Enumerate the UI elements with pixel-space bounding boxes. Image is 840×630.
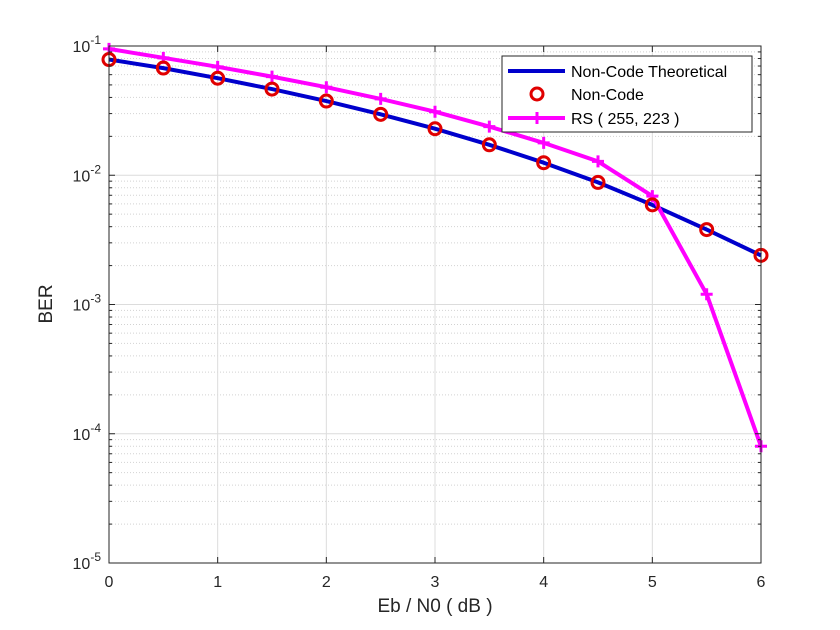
plus-marker xyxy=(537,136,550,149)
circle-marker xyxy=(373,106,389,122)
legend: Non-Code Theoretical Non-Code RS ( 255, … xyxy=(501,55,753,133)
plus-marker xyxy=(700,288,713,301)
x-tick-label: 5 xyxy=(648,574,657,591)
y-tick-label: 10-2 xyxy=(73,162,102,185)
circle-marker xyxy=(264,81,280,97)
plus-marker xyxy=(483,120,496,133)
circle-marker xyxy=(155,60,171,76)
circle-marker xyxy=(590,174,606,190)
legend-label-noncode: Non-Code xyxy=(571,87,644,104)
x-tick-label: 4 xyxy=(539,574,548,591)
circle-marker xyxy=(210,70,226,86)
plus-marker xyxy=(374,92,387,105)
y-tick-label: 10-3 xyxy=(73,292,102,315)
legend-marker-noncode xyxy=(529,86,545,102)
x-tick-label: 0 xyxy=(105,574,114,591)
legend-label-rs: RS ( 255, 223 ) xyxy=(571,111,680,128)
plus-marker xyxy=(429,105,441,118)
y-tick-label: 10-1 xyxy=(73,33,102,56)
plus-marker xyxy=(266,70,278,83)
circle-marker xyxy=(536,155,552,171)
plus-marker xyxy=(592,155,604,168)
x-tick-label: 3 xyxy=(431,574,440,591)
circle-marker xyxy=(318,93,334,109)
circle-marker xyxy=(699,222,715,238)
tick-labels: 10-1 10-2 10-3 10-4 10-50 1 2 3 4 5 6 xyxy=(73,33,766,591)
y-tick-label: 10-4 xyxy=(73,421,102,444)
series-layer xyxy=(101,42,769,453)
x-tick-label: 6 xyxy=(757,574,766,591)
series-rs-255-223 xyxy=(103,42,767,453)
x-tick-label: 1 xyxy=(213,574,222,591)
x-tick-label: 2 xyxy=(322,574,331,591)
circle-marker xyxy=(481,137,497,153)
series-line-non-code-theoretical xyxy=(108,57,762,258)
y-axis-label: BER xyxy=(36,284,57,323)
series-non-code-theoretical xyxy=(108,57,762,258)
x-axis-label: Eb / N0 ( dB ) xyxy=(377,596,492,617)
tick-marks xyxy=(108,45,762,564)
circle-marker xyxy=(427,121,443,137)
y-tick-label: 10-5 xyxy=(73,550,102,573)
circle-marker xyxy=(644,197,660,213)
legend-label-theoretical: Non-Code Theoretical xyxy=(571,64,727,81)
plus-marker xyxy=(320,81,333,94)
legend-marker-rs xyxy=(531,112,543,124)
